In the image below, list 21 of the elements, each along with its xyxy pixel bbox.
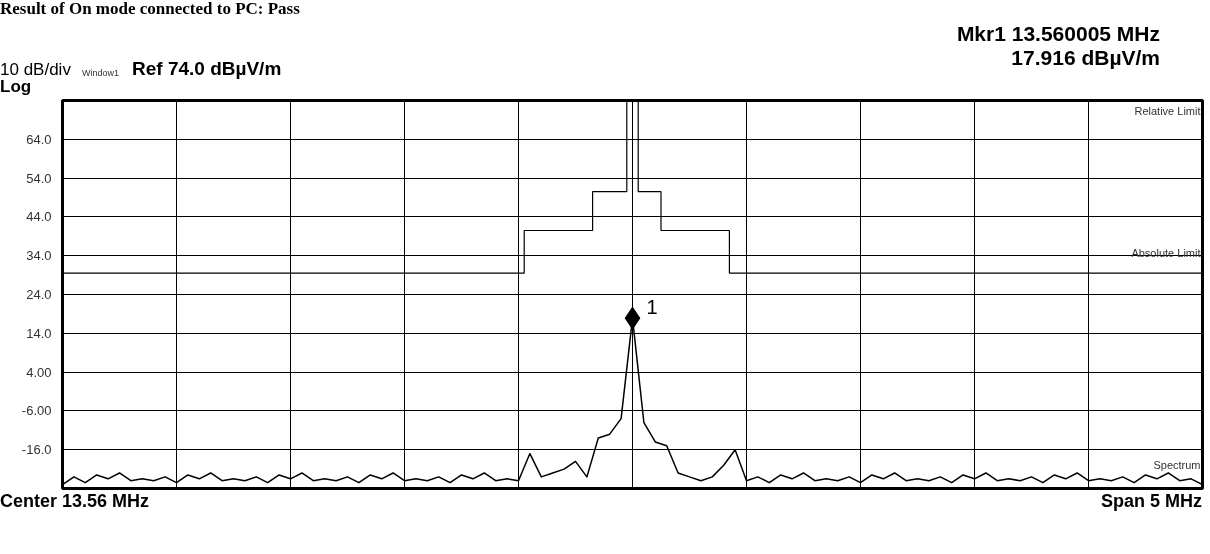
series-label: Spectrum [1153,458,1201,471]
y-tick-label: -6.00 [21,403,52,419]
text: Mkr1 13.560005 MHz [956,22,1160,45]
text: Ref 74.0 dBµV/m [132,58,282,79]
text: Span 5 MHz [1100,491,1202,511]
text: Center 13.56 MHz [0,491,150,511]
y-tick-label: 4.00 [26,364,52,380]
text: Window1 [82,68,120,78]
text: 17.916 dBµV/m [1011,46,1160,69]
y-tick-label: 54.0 [26,170,52,186]
text: 10 dB/div [0,60,71,79]
y-tick-label: 24.0 [26,287,52,302]
y-tick-label: 44.0 [26,209,52,225]
annotation: 1 [646,296,658,319]
y-tick-label: 34.0 [26,248,52,264]
chart-title: Result of On mode connected to PC: Pass [0,0,300,18]
y-tick-label: 14.0 [26,325,52,341]
y-tick-label: 64.0 [26,131,52,147]
text: Log [0,77,32,96]
y-tick-label: -16.0 [21,442,52,458]
annotation: Relative Limit [1134,104,1201,117]
